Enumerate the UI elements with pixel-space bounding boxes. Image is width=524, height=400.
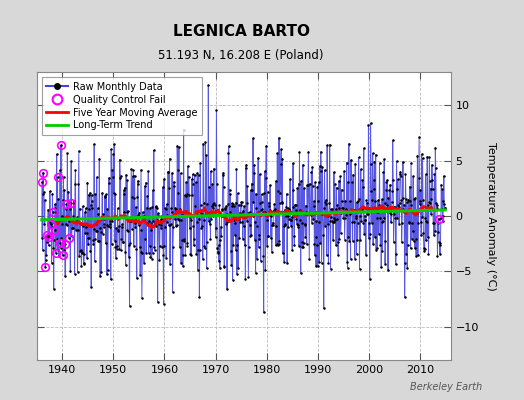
Legend: Raw Monthly Data, Quality Control Fail, Five Year Moving Average, Long-Term Tren: Raw Monthly Data, Quality Control Fail, …: [41, 77, 202, 135]
Text: LEGNICA BARTO: LEGNICA BARTO: [172, 24, 310, 40]
Y-axis label: Temperature Anomaly (°C): Temperature Anomaly (°C): [486, 142, 496, 290]
Text: Berkeley Earth: Berkeley Earth: [410, 382, 482, 392]
Text: 51.193 N, 16.208 E (Poland): 51.193 N, 16.208 E (Poland): [158, 50, 324, 62]
